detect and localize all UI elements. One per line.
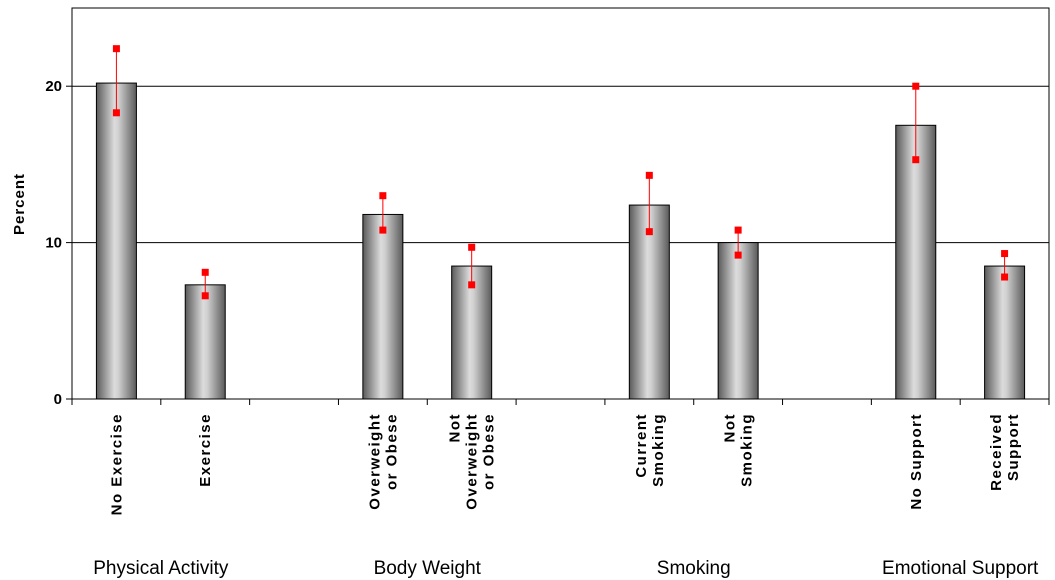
x-tick-label: Overweight or Obese xyxy=(366,413,400,510)
x-tick-label-line: or Obese xyxy=(481,413,498,490)
bar xyxy=(717,242,759,400)
gridlines xyxy=(72,85,1049,244)
error-low-marker xyxy=(1001,273,1009,281)
x-tick-label: No Support xyxy=(908,413,925,510)
error-low-marker xyxy=(645,228,653,236)
y-tick-label-20: 20 xyxy=(45,78,62,95)
bar xyxy=(362,213,404,400)
axes xyxy=(66,85,1050,405)
y-tick-label-0: 0 xyxy=(54,391,62,408)
error-low-marker xyxy=(734,251,742,259)
x-tick-label: Exercise xyxy=(197,413,214,487)
error-low-marker xyxy=(201,292,209,300)
bar xyxy=(184,284,226,400)
x-tick-label-line: or Obese xyxy=(383,413,400,490)
bars xyxy=(95,82,1026,400)
bar xyxy=(95,82,137,400)
x-tick-label-line: No Support xyxy=(908,413,925,510)
x-tick-label-line: Received xyxy=(988,413,1005,491)
error-bars xyxy=(112,45,1009,300)
x-tick-label-line: Overweight xyxy=(464,413,481,510)
group-label: Body Weight xyxy=(374,558,482,579)
x-tick-label-line: Current xyxy=(633,413,650,478)
error-high-marker xyxy=(912,82,920,90)
x-tick-label: Current Smoking xyxy=(633,413,667,487)
y-axis-title: Percent xyxy=(11,173,28,235)
x-tick-label-line: Smoking xyxy=(650,413,667,487)
error-high-marker xyxy=(201,268,209,276)
group-label: Emotional Support xyxy=(882,558,1039,579)
group-label: Smoking xyxy=(657,558,731,579)
error-low-marker xyxy=(379,226,387,234)
x-tick-label-line: Overweight xyxy=(366,413,383,510)
error-high-marker xyxy=(645,171,653,179)
group-label: Physical Activity xyxy=(93,558,229,579)
bar xyxy=(895,124,937,400)
x-tick-label-line: Not xyxy=(447,413,464,443)
error-high-marker xyxy=(734,226,742,234)
y-tick-label-10: 10 xyxy=(45,235,62,252)
x-tick-label-line: Support xyxy=(1005,413,1022,481)
error-high-marker xyxy=(112,45,120,53)
x-tick-label: No Exercise xyxy=(108,413,125,515)
bar xyxy=(984,265,1026,400)
labels: 0 10 20 Percent No Exercise Exercise Overweigh… xyxy=(11,78,1039,579)
error-high-marker xyxy=(379,192,387,200)
error-high-marker xyxy=(1001,250,1009,258)
x-tick-label-line: Not xyxy=(722,413,739,443)
error-high-marker xyxy=(468,243,476,251)
error-low-marker xyxy=(468,281,476,289)
x-tick-label-line: No Exercise xyxy=(108,413,125,515)
x-tick-label-line: Smoking xyxy=(739,413,756,487)
x-tick-label: Not Overweight or Obese xyxy=(447,413,498,510)
x-tick-label: Received Support xyxy=(988,413,1022,491)
error-low-marker xyxy=(112,109,120,117)
x-tick-label: Not Smoking xyxy=(722,413,756,487)
x-tick-label-line: Exercise xyxy=(197,413,214,487)
bar xyxy=(628,204,670,400)
error-low-marker xyxy=(912,156,920,164)
